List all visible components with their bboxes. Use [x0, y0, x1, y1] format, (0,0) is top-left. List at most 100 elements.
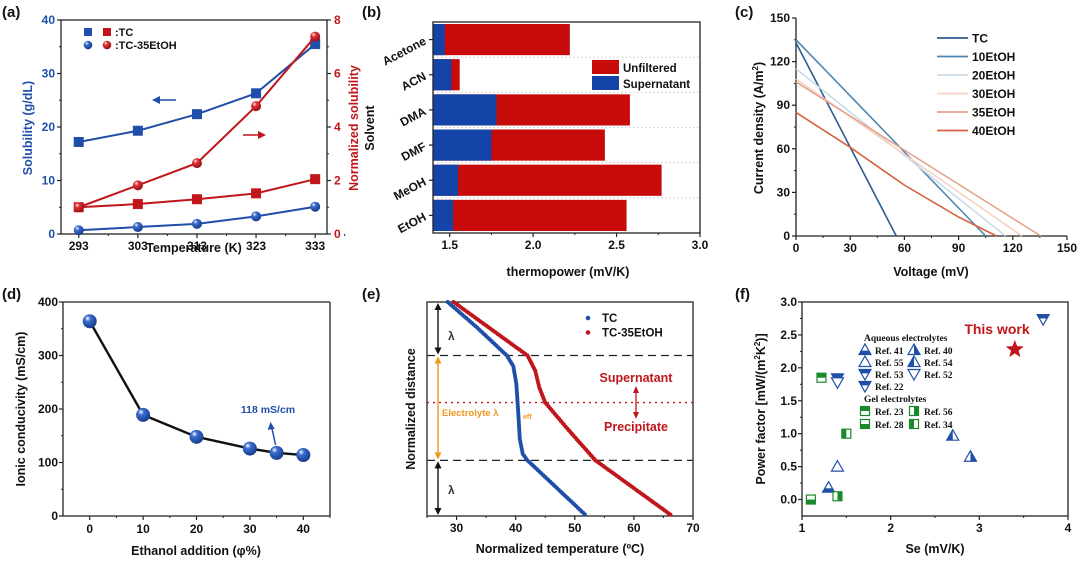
legend-marker-circle [102, 40, 112, 50]
marker-outline [857, 354, 873, 368]
x-tick-label: 2.0 [525, 238, 542, 252]
marker-bg [859, 356, 871, 367]
marker-outline [821, 480, 836, 493]
y-title-part: Current density (A/m [752, 70, 766, 194]
y-tick-label: 2.5 [780, 328, 797, 342]
x-tick-label: 20 [190, 522, 204, 536]
panel-label: (a) [2, 4, 20, 21]
marker-fill [860, 406, 870, 411]
data-point [668, 512, 673, 517]
legend-marker [857, 354, 873, 368]
electrolyte-subscript: eff [523, 414, 532, 421]
bar-unfiltered [433, 199, 627, 231]
legend-label: TC [602, 313, 617, 325]
y-tick-label: 90 [777, 98, 791, 112]
legend-group-title: Gel electrolytes [864, 395, 927, 405]
data-point-circle [191, 218, 202, 229]
data-point-circle [310, 201, 321, 212]
legend-label: Ref. 52 [924, 371, 953, 381]
marker-fill [860, 424, 870, 429]
annotation-label: 118 mS/cm [241, 404, 295, 416]
legend-label: Ref. 53 [875, 371, 904, 381]
arrow-head-icon [434, 356, 442, 364]
x-tick-label: 30 [844, 241, 858, 255]
legend-marker [906, 368, 922, 382]
legend-marker [906, 342, 922, 356]
legend-swatch-supernatant [592, 76, 619, 90]
legend-swatch-unfiltered [592, 60, 619, 74]
panel-label: (b) [362, 4, 381, 21]
marker-outline [857, 368, 873, 382]
legend-label: Ref. 34 [924, 421, 953, 431]
legend-marker [857, 342, 873, 356]
y-axis-title: Solubility (g/dL) [21, 81, 35, 175]
marker-fill [806, 499, 816, 505]
x-tick-label: 323 [246, 239, 266, 253]
arrow-head-icon [633, 412, 639, 419]
data-point-ref-34 [841, 428, 852, 439]
series-line-40etoh [795, 111, 997, 237]
y-title-part: Power factor [mW/(m [754, 360, 768, 485]
x-axis-title: thermopower (mV/K) [507, 265, 630, 279]
y-tick-label: 10 [42, 174, 56, 188]
category-label: DMA [398, 104, 429, 129]
arrow-head-icon [633, 386, 639, 393]
marker-bg [908, 369, 920, 380]
marker-fill [909, 419, 914, 429]
y-tick-label: 200 [38, 402, 58, 416]
category-label: MeOH [391, 175, 428, 204]
legend-marker [857, 368, 873, 382]
arrow-head-icon [434, 508, 442, 515]
y-title-superscript: 2 [753, 355, 762, 360]
legend-label: Ref. 55 [875, 359, 904, 369]
marker-outline [906, 342, 922, 356]
data-point-square [191, 194, 202, 205]
marker-outline [830, 377, 845, 390]
data-point-square [73, 136, 84, 147]
marker-outline [963, 449, 978, 462]
x-tick-label: 2 [887, 521, 894, 535]
panel-e: (e) 30 40 50 60 70 Normalized temperature (ºC)… [362, 286, 700, 556]
legend: Aqueous electrolytes Ref. 41 Ref. 40 Ref. 5… [857, 334, 953, 431]
data-point [296, 448, 311, 463]
category-label: DMF [399, 139, 429, 164]
y-title-superscript: 2 [753, 341, 762, 346]
data-point-ref-56 [832, 491, 843, 502]
data-point-circle [251, 101, 262, 112]
legend-label: 35EtOH [972, 106, 1015, 120]
bar-supernatant [433, 24, 445, 56]
y-tick-label: 30 [777, 185, 791, 199]
y-tick-label: 30 [42, 67, 56, 81]
data-point-square [310, 174, 321, 185]
marker-outline [1036, 314, 1051, 327]
data-point-circle [132, 222, 143, 233]
x-tick-label: 0 [793, 241, 800, 255]
y-tick-label: 0 [51, 509, 58, 523]
x-tick-label: 293 [69, 239, 89, 253]
marker-fill [831, 373, 844, 378]
y2-tick-label: 0 [334, 227, 341, 241]
legend-label: 20EtOH [972, 69, 1015, 83]
y-tick-label: 20 [42, 120, 56, 134]
data-point-circle [132, 180, 143, 191]
panel-a: (a) 293 303 313 323 333 0 10 20 30 40 0 2 4 6 8 Temperat… [2, 4, 361, 255]
marker-outline [906, 368, 922, 382]
y-tick-label: 120 [770, 55, 790, 69]
data-point [82, 314, 97, 329]
arrow-head-icon [434, 303, 442, 310]
x-tick-label: 4 [1065, 521, 1072, 535]
star-icon [1005, 339, 1024, 358]
y-tick-label: 40 [42, 13, 56, 27]
legend-marker [585, 315, 591, 321]
legend-label: Ref. 41 [875, 347, 904, 357]
legend-marker-square [84, 28, 92, 36]
legend-marker [908, 405, 920, 417]
legend-label: Unfiltered [623, 63, 677, 75]
data-point [189, 429, 204, 444]
y-tick-label: 60 [777, 142, 791, 156]
data-point-ref-41 [821, 480, 836, 493]
x-axis-title: Temperature (K) [146, 241, 242, 255]
